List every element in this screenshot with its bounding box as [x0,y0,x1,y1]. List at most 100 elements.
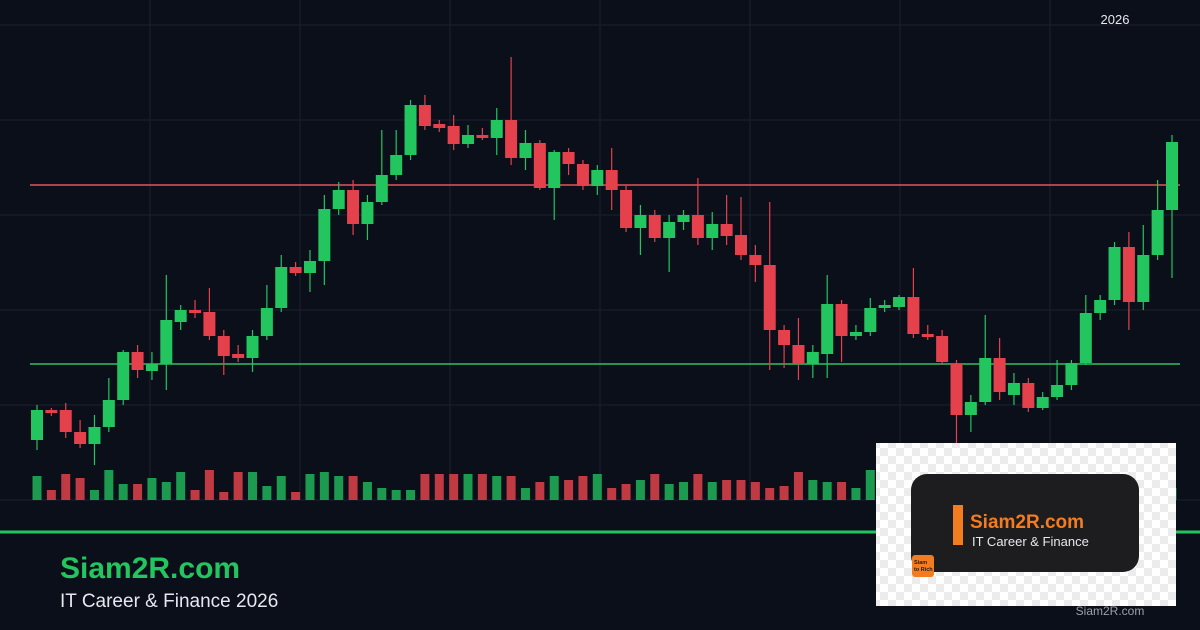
x-label: 2026 [1101,12,1130,27]
brand-subtitle: IT Career & Finance 2026 [60,591,278,612]
volume-bar [664,484,674,500]
brand-title: Siam2R.com [60,552,240,585]
candle-body [433,124,446,128]
volume-bar [190,490,200,500]
candle-body [677,215,690,222]
candle-body [217,336,230,356]
volume-bar [463,474,473,500]
candle-body [31,410,43,440]
volume-bar [248,472,258,500]
volume-bar [492,476,502,500]
volume-bar [176,472,186,500]
candle-body [1007,383,1020,395]
volume-bar [736,480,746,500]
candle-body [691,215,704,238]
volume-bar [707,482,717,500]
candle-body [979,358,992,402]
logo-title: Siam2R.com [970,512,1084,533]
volume-bar [607,488,617,500]
candle-body [576,164,589,186]
candle-body [447,126,460,144]
candle-body [476,135,489,138]
candle-body [720,224,733,236]
candle-body [1051,385,1064,397]
volume-bar [118,484,128,500]
volume-bar [219,492,229,500]
volume-bar [592,474,602,500]
volume-bar [406,490,416,500]
candle-body [303,261,316,273]
footer: Siam2R.com [1076,604,1145,618]
candle-body [289,267,302,273]
candle-body [260,308,273,336]
volume-bar [535,482,545,500]
candle-body [74,432,87,444]
volume-bar [75,478,85,500]
candle-body [1094,300,1107,313]
candle-body [174,310,187,322]
logo-badge-text: to Rich [914,567,933,573]
candle-body [318,209,331,261]
volume-bar [334,476,344,500]
candle-body [1151,210,1164,255]
volume-bar [808,480,818,500]
volume-bar [722,480,732,500]
candle-body [634,215,647,228]
candle-body [548,152,561,188]
logo-card [911,474,1139,572]
candle-body [893,297,906,307]
volume-bar [377,488,387,500]
candle-body [605,170,618,190]
candle-body [1137,255,1150,302]
volume-bar [564,480,574,500]
candle-body [792,345,805,364]
volume-bar [161,482,171,500]
candle-body [907,297,920,334]
candle-body [131,352,144,370]
candle-body [275,267,288,308]
volume-bar [147,478,157,500]
volume-bar [679,482,689,500]
volume-bar [348,476,358,500]
volume-bar [793,472,803,500]
volume-bar [578,476,588,500]
logo-badge [912,555,934,577]
volume-bar [635,480,645,500]
candle-body [189,310,202,313]
candle-body [232,354,245,358]
candle-body [950,364,963,415]
candle-body [1022,383,1035,408]
volume-bar [420,474,430,500]
logo-badge-text: Siam [914,560,927,566]
candle-body [663,222,676,238]
candle-body [878,305,891,308]
candle-body [620,190,633,228]
candle-body [505,120,518,158]
volume-bar [621,484,631,500]
candle-body [59,410,72,432]
candle-body [404,105,417,155]
candle-body [1036,397,1049,408]
candle-body [763,265,776,330]
candle-body [375,175,388,202]
volume-bar [750,482,760,500]
volume-bar [133,484,143,500]
candle-body [993,358,1006,392]
candle-body [648,215,661,238]
candle-body [706,224,719,238]
candle-body [390,155,403,175]
candle-body [88,427,101,444]
candle-body [1065,363,1078,385]
volume-bar [434,474,444,500]
volume-bar [291,492,301,500]
volume-bar [233,472,243,500]
volume-bar [779,486,789,500]
volume-bar [305,474,315,500]
candle-body [462,135,475,144]
volume-bar [391,490,401,500]
candle-body [102,400,115,427]
volume-bar [262,486,272,500]
volume-bar [650,474,660,500]
candle-body [203,312,216,336]
